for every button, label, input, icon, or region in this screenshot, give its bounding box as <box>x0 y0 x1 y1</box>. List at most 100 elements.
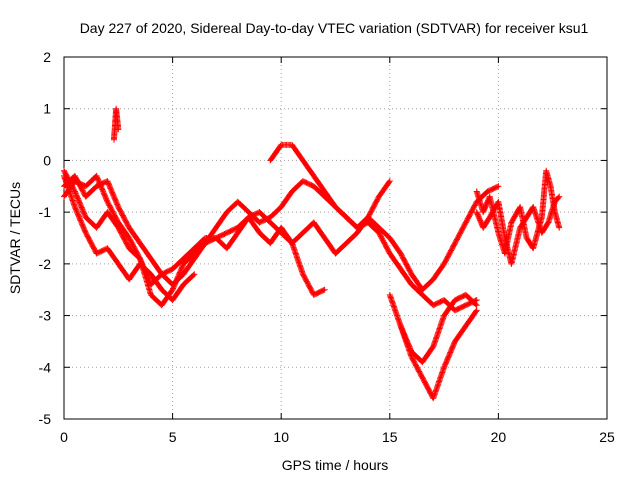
y-axis-label: SDTVAR / TECUs <box>7 182 23 294</box>
data-point-cluster <box>115 219 132 240</box>
data-point <box>191 271 198 278</box>
x-tick-label: 0 <box>60 429 68 445</box>
data-point-cluster <box>82 229 99 256</box>
y-tick-label: 1 <box>43 101 51 117</box>
data-point-cluster <box>126 262 143 283</box>
series-trace-10 <box>473 193 563 267</box>
data-point-cluster <box>543 167 554 188</box>
data-point-cluster <box>115 260 132 282</box>
data-point-cluster <box>408 271 425 292</box>
y-tick-label: -3 <box>39 308 52 324</box>
data-point-cluster <box>82 184 99 200</box>
tick-labels: 0 5 10 15 20 25 -5 -4 -3 -2 -1 0 1 2 <box>39 49 615 445</box>
data-point-cluster <box>484 183 501 195</box>
data-point-cluster <box>234 198 251 215</box>
data-point-cluster <box>104 209 121 230</box>
data-point-cluster <box>419 291 436 308</box>
series-trace-5 <box>111 105 122 143</box>
data-point-cluster <box>289 230 305 247</box>
axis-ticks <box>63 56 608 420</box>
data-point-cluster <box>397 266 414 287</box>
data-point <box>473 302 480 309</box>
data-point-cluster <box>202 225 219 247</box>
data-point <box>556 193 563 200</box>
x-tick-label: 20 <box>491 429 507 445</box>
data-point-cluster <box>480 215 492 231</box>
data-point-cluster <box>93 210 110 231</box>
data-point-cluster <box>213 230 229 241</box>
data-point-cluster <box>115 224 132 251</box>
data-point-cluster <box>289 179 305 195</box>
data-point-cluster <box>169 256 186 272</box>
data-point-cluster <box>321 235 338 256</box>
data-point-cluster <box>71 204 89 235</box>
data-point-cluster <box>191 241 208 262</box>
data-point-cluster <box>397 322 414 354</box>
data-point-cluster <box>375 229 393 256</box>
data-point <box>495 183 502 190</box>
data-point-cluster <box>256 229 273 246</box>
data-point-cluster <box>551 194 562 205</box>
data-point-cluster <box>169 282 186 304</box>
series-trace-8 <box>397 291 480 366</box>
data-point-cluster <box>430 365 447 402</box>
data-point-cluster <box>71 188 89 220</box>
data-point-cluster <box>169 272 186 288</box>
x-tick-label: 10 <box>273 429 289 445</box>
y-tick-label: 2 <box>43 49 51 65</box>
data-point-cluster <box>441 339 458 371</box>
data-point-cluster <box>158 287 175 309</box>
data-point-cluster <box>462 308 479 329</box>
data-point-cluster <box>191 235 208 252</box>
data-point-cluster <box>278 189 295 210</box>
data-point-cluster <box>104 178 121 209</box>
data-point-cluster <box>452 302 468 314</box>
data-point-cluster <box>147 291 164 308</box>
data-point-cluster <box>408 348 425 365</box>
x-tick-label: 25 <box>599 429 615 445</box>
data-point-cluster <box>256 214 273 226</box>
data-point-cluster <box>299 220 316 236</box>
data-point-cluster <box>267 204 284 221</box>
data-point-cluster <box>61 173 77 190</box>
x-tick-label: 15 <box>382 429 398 445</box>
data-point-cluster <box>180 272 197 288</box>
data-point-cluster <box>147 272 164 288</box>
data-point-cluster <box>310 219 327 240</box>
data-point-cluster <box>332 241 349 257</box>
data-point-cluster <box>462 291 479 308</box>
data-point-cluster <box>375 179 392 200</box>
data-point-cluster <box>462 200 479 226</box>
data-point-cluster <box>126 235 143 261</box>
x-tick-label: 5 <box>169 429 177 445</box>
data-point-cluster <box>180 256 197 278</box>
data-point-cluster <box>310 287 327 298</box>
data-point-cluster <box>137 240 154 261</box>
data-point-cluster <box>452 220 469 247</box>
data-point-cluster <box>343 214 360 230</box>
data-point-cluster <box>137 255 154 297</box>
data-point-cluster <box>397 250 414 276</box>
data-point <box>321 286 328 293</box>
chart-title: Day 227 of 2020, Sidereal Day-to-day VTE… <box>80 20 589 36</box>
data-point-cluster <box>82 173 99 190</box>
data-point-cluster <box>441 241 458 267</box>
data-point-cluster <box>538 220 551 236</box>
data-point-cluster <box>517 215 529 231</box>
data-points <box>61 105 563 402</box>
data-point-cluster <box>310 172 327 194</box>
data-point-cluster <box>430 262 447 283</box>
data-point-cluster <box>530 204 545 235</box>
data-point-cluster <box>441 298 458 319</box>
data-point-cluster <box>267 219 284 235</box>
y-tick-label: -1 <box>39 204 52 220</box>
y-tick-label: -2 <box>39 256 52 272</box>
data-point-cluster <box>452 324 468 345</box>
data-point-cluster <box>213 210 230 231</box>
data-point-cluster <box>61 179 78 200</box>
data-point-cluster <box>365 214 381 230</box>
data-point-cluster <box>82 214 99 230</box>
data-point <box>473 307 480 314</box>
